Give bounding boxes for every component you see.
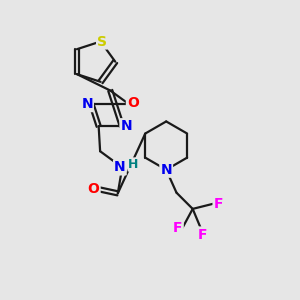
Text: F: F xyxy=(214,196,223,211)
Text: O: O xyxy=(88,182,100,196)
Text: N: N xyxy=(120,119,132,133)
Text: N: N xyxy=(114,160,126,174)
Text: S: S xyxy=(97,34,107,49)
Text: F: F xyxy=(173,221,183,235)
Text: O: O xyxy=(127,96,139,110)
Text: F: F xyxy=(198,227,208,242)
Text: N: N xyxy=(160,163,172,177)
Text: N: N xyxy=(81,97,93,111)
Text: H: H xyxy=(128,158,139,171)
